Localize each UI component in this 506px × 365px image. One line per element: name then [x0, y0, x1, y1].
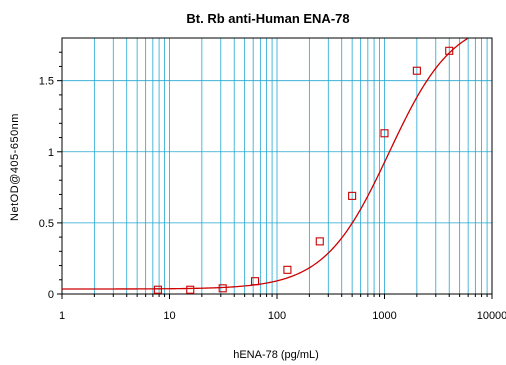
- data-point: [218, 284, 227, 293]
- x-axis-label: hENA-78 (pg/mL): [233, 349, 319, 361]
- data-point: [283, 265, 292, 274]
- x-tick-label: 10: [163, 310, 175, 322]
- y-axis-label: NetOD@405-650nm: [9, 113, 21, 221]
- y-tick-label: 1.5: [39, 76, 54, 88]
- chart-title: Bt. Rb anti-Human ENA-78: [186, 11, 349, 26]
- data-point: [315, 237, 324, 246]
- data-point: [445, 46, 454, 55]
- grid: [62, 38, 492, 294]
- y-tick-label: 0: [48, 289, 54, 301]
- data-point: [251, 277, 260, 286]
- fit-curve-layer: [62, 37, 468, 290]
- x-tick-label: 1000: [372, 310, 396, 322]
- data-point: [412, 66, 421, 75]
- fit-curve: [62, 37, 468, 290]
- y-tick-label: 1: [48, 147, 54, 159]
- data-point: [186, 285, 195, 294]
- y-tick-label: 0.5: [39, 218, 54, 230]
- axis-ticks: 1 10 100 1000 10000 0 0.5 1 1.5: [39, 51, 506, 322]
- x-tick-label: 1: [59, 310, 65, 322]
- x-tick-label: 100: [268, 310, 286, 322]
- x-tick-label: 10000: [477, 310, 506, 322]
- data-point: [348, 191, 357, 200]
- data-point: [153, 285, 162, 294]
- data-points-layer: [153, 46, 454, 294]
- data-point: [380, 129, 389, 138]
